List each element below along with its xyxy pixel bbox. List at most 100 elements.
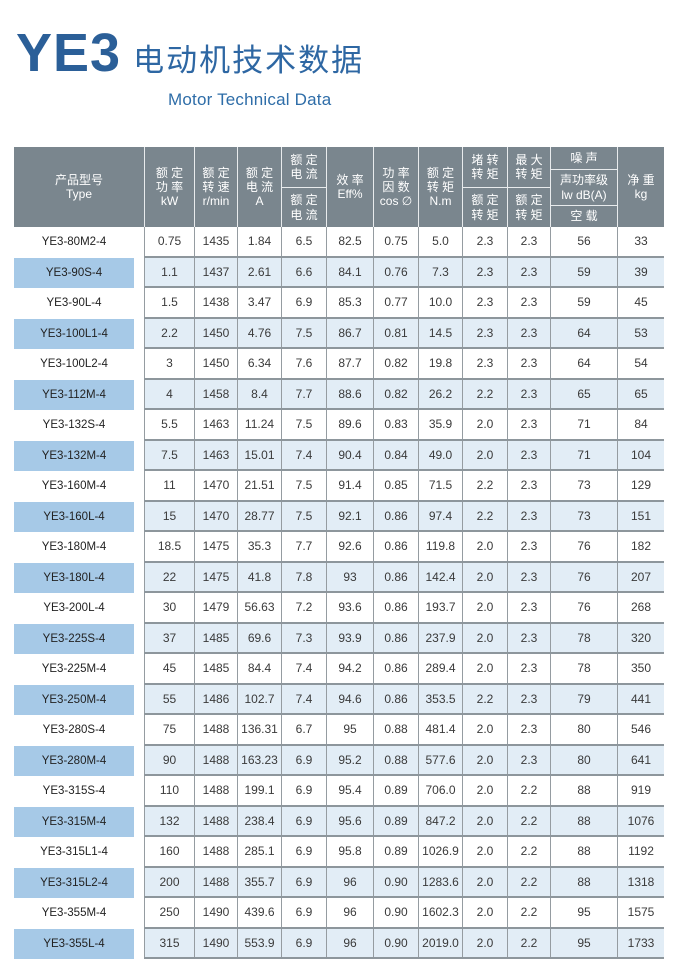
- table-row: YE3-160L-4 15 1470 28.77 7.5 92.1 0.86 97.4 2.2 2…: [14, 501, 664, 532]
- cell-max-torque-ratio: 2.3: [507, 318, 550, 347]
- row-data-cells: 55 1486 102.7 7.4 94.6 0.86 353.5 2.2 2.3 79 441: [144, 684, 664, 715]
- header-net-weight: 净 重 kg: [617, 147, 664, 227]
- cell-rated-speed-rmin: 1485: [194, 654, 237, 683]
- cell-current-ratio: 6.6: [281, 257, 326, 286]
- cell-rated-current-a: 3.47: [237, 288, 281, 317]
- cell-locked-torque-ratio: 2.0: [462, 654, 507, 683]
- cell-max-torque-ratio: 2.3: [507, 349, 550, 378]
- cell-max-torque-ratio: 2.3: [507, 288, 550, 317]
- cell-efficiency: 95.2: [326, 745, 373, 774]
- header-locked-torque-top: 堵 转 转 矩: [471, 152, 499, 181]
- cell-model-type: YE3-100L1-4: [14, 318, 134, 349]
- title-model-code: YE3: [16, 23, 122, 83]
- cell-noise-db: 64: [550, 318, 617, 347]
- header-rated-power-label: 额 定 功 率 kW: [155, 165, 184, 209]
- cell-power-factor: 0.82: [373, 349, 418, 378]
- cell-rated-power-kw: 37: [144, 623, 194, 652]
- cell-net-weight-kg: 1318: [617, 867, 664, 896]
- cell-efficiency: 91.4: [326, 471, 373, 500]
- cell-power-factor: 0.88: [373, 715, 418, 744]
- cell-model-type: YE3-315L2-4: [14, 867, 134, 898]
- cell-locked-torque-ratio: 2.0: [462, 562, 507, 591]
- row-data-cells: 30 1479 56.63 7.2 93.6 0.86 193.7 2.0 2.3 76 268: [144, 593, 664, 624]
- cell-rated-current-a: 8.4: [237, 379, 281, 408]
- row-data-cells: 45 1485 84.4 7.4 94.2 0.86 289.4 2.0 2.3 78 350: [144, 654, 664, 685]
- table-header-row: 产品型号 Type 额 定 功 率 kW 额 定 转 速 r/min 额 定 电…: [14, 147, 664, 227]
- cell-current-ratio: 7.7: [281, 532, 326, 561]
- table-row: YE3-100L2-4 3 1450 6.34 7.6 87.7 0.82 19.8 2.3 2.…: [14, 349, 664, 380]
- cell-efficiency: 87.7: [326, 349, 373, 378]
- cell-model-type: YE3-132S-4: [14, 410, 134, 441]
- cell-rated-speed-rmin: 1450: [194, 318, 237, 347]
- cell-current-ratio: 6.9: [281, 745, 326, 774]
- row-data-cells: 75 1488 136.31 6.7 95 0.88 481.4 2.0 2.3 80 546: [144, 715, 664, 746]
- cell-locked-torque-ratio: 2.0: [462, 623, 507, 652]
- cell-rated-speed-rmin: 1488: [194, 867, 237, 896]
- cell-rated-torque-nm: 49.0: [418, 440, 462, 469]
- cell-locked-torque-ratio: 2.0: [462, 928, 507, 957]
- cell-rated-torque-nm: 577.6: [418, 745, 462, 774]
- cell-rated-power-kw: 30: [144, 593, 194, 622]
- cell-rated-torque-nm: 14.5: [418, 318, 462, 347]
- cell-power-factor: 0.77: [373, 288, 418, 317]
- cell-model-type: YE3-132M-4: [14, 440, 134, 471]
- header-type-label: 产品型号 Type: [54, 172, 103, 201]
- header-rated-current-label: 额 定 电 流 A: [245, 165, 274, 209]
- cell-power-factor: 0.85: [373, 471, 418, 500]
- cell-rated-torque-nm: 237.9: [418, 623, 462, 652]
- table-row: YE3-80M2-4 0.75 1435 1.84 6.5 82.5 0.75 5.0 2.3 2…: [14, 227, 664, 258]
- cell-rated-power-kw: 132: [144, 806, 194, 835]
- table-row: YE3-200L-4 30 1479 56.63 7.2 93.6 0.86 193.7 2.0…: [14, 593, 664, 624]
- cell-net-weight-kg: 104: [617, 440, 664, 469]
- cell-net-weight-kg: 182: [617, 532, 664, 561]
- title-english-subtitle: Motor Technical Data: [168, 90, 332, 109]
- cell-rated-power-kw: 160: [144, 837, 194, 866]
- cell-current-ratio: 6.9: [281, 288, 326, 317]
- header-power-factor: 功 率 因 数 cos ∅: [373, 147, 418, 227]
- cell-rated-current-a: 136.31: [237, 715, 281, 744]
- cell-rated-speed-rmin: 1485: [194, 623, 237, 652]
- cell-power-factor: 0.84: [373, 440, 418, 469]
- cell-model-type: YE3-80M2-4: [14, 227, 134, 258]
- cell-model-type: YE3-280M-4: [14, 745, 134, 776]
- cell-noise-db: 78: [550, 623, 617, 652]
- cell-current-ratio: 6.9: [281, 776, 326, 805]
- cell-rated-power-kw: 3: [144, 349, 194, 378]
- row-data-cells: 2.2 1450 4.76 7.5 86.7 0.81 14.5 2.3 2.3 64 53: [144, 318, 664, 349]
- cell-noise-db: 71: [550, 440, 617, 469]
- cell-rated-current-a: 163.23: [237, 745, 281, 774]
- cell-max-torque-ratio: 2.3: [507, 593, 550, 622]
- header-max-torque-ratio: 最 大 转 矩 额 定 转 矩: [507, 147, 550, 227]
- cell-max-torque-ratio: 2.3: [507, 440, 550, 469]
- cell-rated-power-kw: 75: [144, 715, 194, 744]
- cell-rated-current-a: 84.4: [237, 654, 281, 683]
- header-net-weight-label: 净 重 kg: [627, 172, 655, 201]
- cell-current-ratio: 6.9: [281, 867, 326, 896]
- motor-data-table: 产品型号 Type 额 定 功 率 kW 额 定 转 速 r/min 额 定 电…: [14, 147, 664, 959]
- cell-locked-torque-ratio: 2.3: [462, 257, 507, 286]
- cell-rated-speed-rmin: 1438: [194, 288, 237, 317]
- cell-max-torque-ratio: 2.3: [507, 562, 550, 591]
- cell-model-type: YE3-160M-4: [14, 471, 134, 502]
- cell-rated-speed-rmin: 1490: [194, 928, 237, 957]
- table-row: YE3-100L1-4 2.2 1450 4.76 7.5 86.7 0.81 14.5 2.3…: [14, 318, 664, 349]
- page-title: YE3 电动机技术数据: [0, 0, 678, 80]
- cell-rated-speed-rmin: 1488: [194, 715, 237, 744]
- cell-current-ratio: 6.9: [281, 898, 326, 927]
- cell-noise-db: 71: [550, 410, 617, 439]
- cell-max-torque-ratio: 2.3: [507, 715, 550, 744]
- cell-max-torque-ratio: 2.2: [507, 837, 550, 866]
- header-type: 产品型号 Type: [14, 147, 144, 227]
- row-data-cells: 1.1 1437 2.61 6.6 84.1 0.76 7.3 2.3 2.3 59 39: [144, 257, 664, 288]
- cell-locked-torque-ratio: 2.2: [462, 379, 507, 408]
- cell-rated-torque-nm: 847.2: [418, 806, 462, 835]
- table-row: YE3-355M-4 250 1490 439.6 6.9 96 0.90 1602.3 2.0…: [14, 898, 664, 929]
- cell-power-factor: 0.86: [373, 593, 418, 622]
- cell-locked-torque-ratio: 2.0: [462, 776, 507, 805]
- cell-model-type: YE3-90L-4: [14, 288, 134, 319]
- cell-rated-speed-rmin: 1470: [194, 471, 237, 500]
- cell-rated-current-a: 56.63: [237, 593, 281, 622]
- table-row: YE3-315M-4 132 1488 238.4 6.9 95.6 0.89 847.2 2.…: [14, 806, 664, 837]
- cell-net-weight-kg: 151: [617, 501, 664, 530]
- cell-rated-torque-nm: 5.0: [418, 227, 462, 256]
